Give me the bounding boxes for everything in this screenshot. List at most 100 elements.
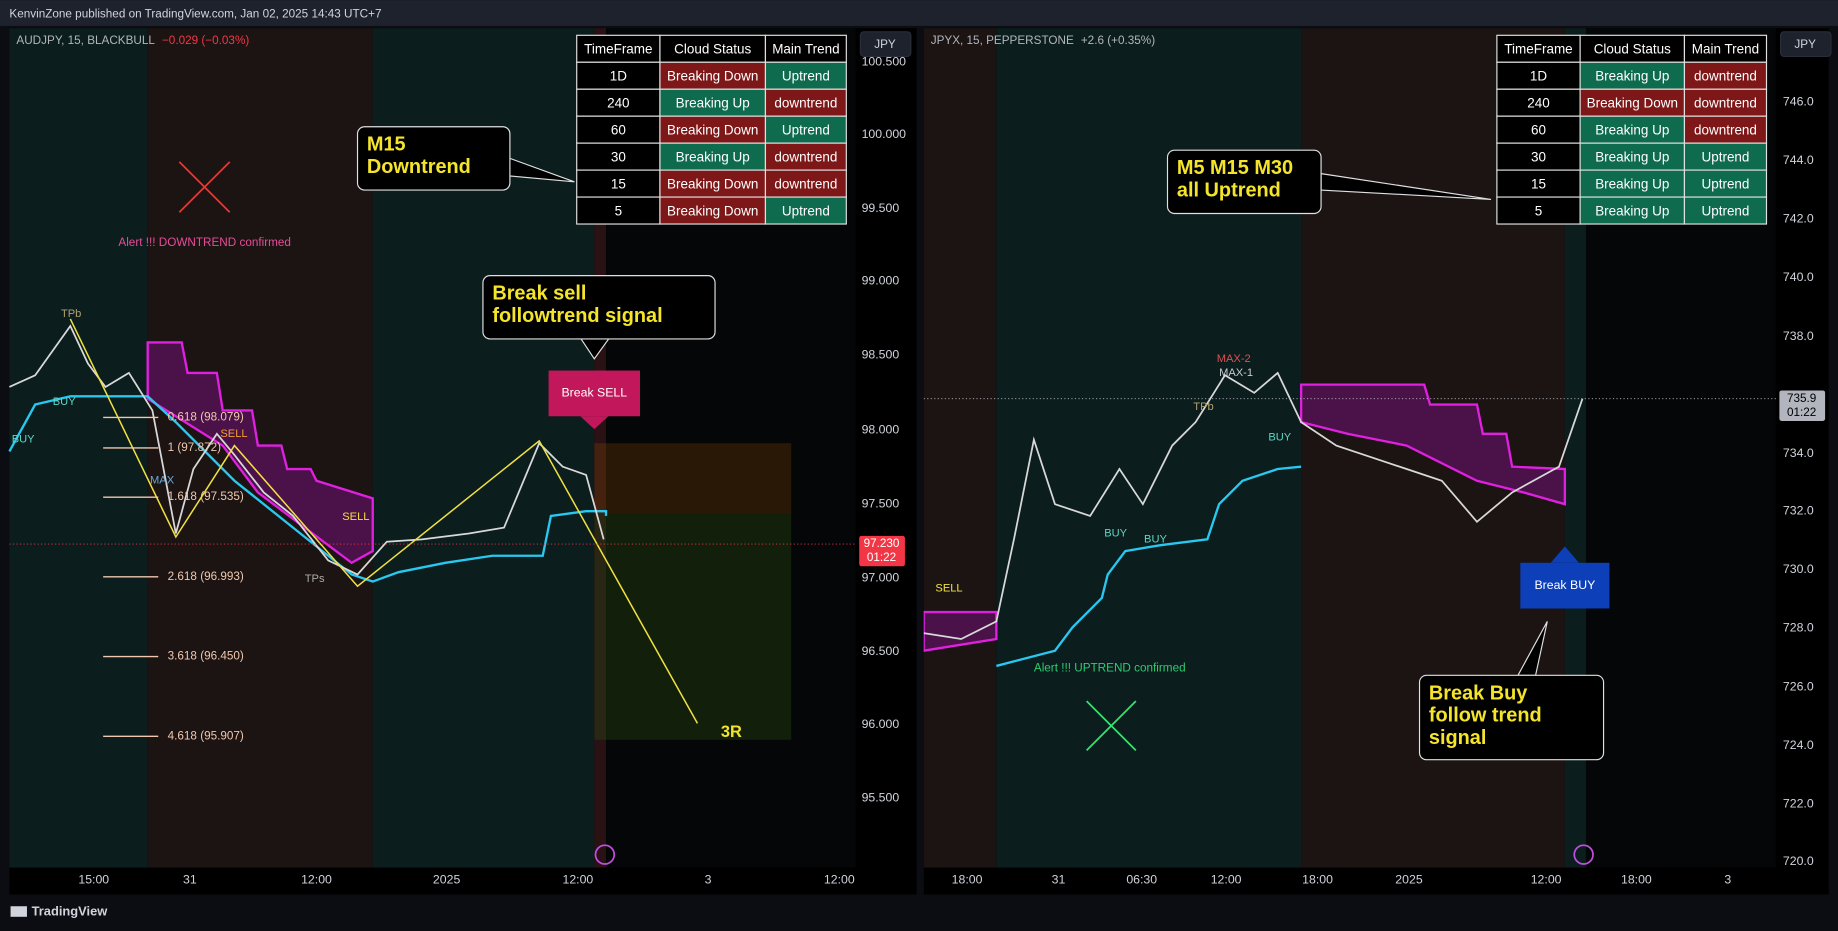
- fib-label: 1.618 (97.535): [168, 490, 244, 503]
- table-text: downtrend: [1694, 68, 1757, 83]
- table-text: Breaking Down: [667, 203, 758, 218]
- time-label: 12:00: [824, 873, 855, 887]
- callout-text: all Uptrend: [1177, 179, 1281, 201]
- table-text: Uptrend: [782, 68, 830, 83]
- fib-label: 1 (97.872): [168, 441, 222, 454]
- table-text: Breaking Down: [667, 176, 758, 191]
- table-text: 1D: [610, 68, 627, 83]
- table-cell: [764, 196, 847, 225]
- price-label: 740.0: [1783, 270, 1814, 284]
- table-cell: [576, 169, 661, 198]
- alert-icon: [594, 844, 616, 865]
- alert: Alert !!! DOWNTREND confirmed: [118, 236, 291, 249]
- currency-button[interactable]: [1779, 31, 1832, 57]
- signal-arrow: [1550, 546, 1579, 563]
- time-label: 31: [183, 873, 197, 887]
- currency-button[interactable]: [859, 31, 912, 57]
- table-cell: [1496, 115, 1581, 144]
- fib-label: 4.618 (95.907): [168, 729, 244, 742]
- price-label: 99.000: [862, 274, 900, 288]
- table-text: 240: [1527, 95, 1549, 110]
- cross: [1086, 700, 1137, 751]
- price-label: 732.0: [1783, 503, 1814, 517]
- session-band: [923, 28, 997, 868]
- table-text: Main Trend: [772, 42, 839, 57]
- price-label: 97.000: [862, 570, 900, 584]
- table-text: 15: [611, 176, 626, 191]
- callout-text: follow trend: [1429, 705, 1542, 727]
- zigzag: [69, 318, 699, 724]
- table-cell: [576, 142, 661, 171]
- alert-icon: [1573, 844, 1594, 865]
- price-label: 97.500: [862, 496, 900, 510]
- price-label: 98.500: [862, 348, 900, 362]
- table-text: 5: [615, 203, 622, 218]
- cross: [178, 161, 231, 213]
- signal-marker: SELL: [342, 511, 369, 523]
- cloud-cyan: [8, 395, 608, 583]
- last-price-box: [859, 535, 905, 567]
- table-text: 30: [611, 149, 626, 164]
- table-cell: [1683, 142, 1768, 171]
- callout-text: M15: [367, 134, 406, 156]
- price-label: 730.0: [1783, 562, 1814, 576]
- table-cell: [1496, 34, 1581, 63]
- change: −0.029 (−0.03%): [162, 34, 249, 47]
- price-label: 100.500: [862, 55, 907, 69]
- price-line: [923, 371, 1584, 640]
- table-cell: [659, 88, 767, 117]
- table-cell: [1683, 61, 1768, 90]
- panel-divider: [916, 28, 924, 895]
- table-text: Main Trend: [1692, 42, 1759, 57]
- price-label: 722.0: [1783, 797, 1814, 811]
- table-text: downtrend: [774, 176, 837, 191]
- signal-marker: MAX-2: [1217, 353, 1251, 365]
- signal-arrow: [580, 416, 609, 430]
- table-text: downtrend: [774, 95, 837, 110]
- table-cell: [1579, 196, 1686, 225]
- cloud-purple: [1299, 383, 1567, 506]
- table-text: Uptrend: [782, 122, 830, 137]
- table-cell: [1683, 196, 1768, 225]
- table-text: Breaking Down: [667, 68, 758, 83]
- signal-marker: MAX: [150, 475, 175, 487]
- time-label: 3: [1724, 873, 1731, 887]
- table-text: Uptrend: [1702, 203, 1750, 218]
- table-cell: [764, 88, 847, 117]
- table-cell: [764, 142, 847, 171]
- time-label: 18:00: [952, 873, 983, 887]
- signal-text: Break SELL: [561, 386, 627, 400]
- time-label: 18:00: [1621, 873, 1652, 887]
- price-label: 98.000: [862, 423, 900, 437]
- signal-marker: BUY: [1104, 527, 1127, 539]
- table-text: downtrend: [774, 149, 837, 164]
- table-text: 30: [1531, 149, 1546, 164]
- callout-text: M5 M15 M30: [1177, 157, 1293, 179]
- last-price: 735.9: [1787, 392, 1816, 405]
- price-label: 728.0: [1783, 621, 1814, 635]
- price-label: 726.0: [1783, 679, 1814, 693]
- table-cell: [1579, 142, 1686, 171]
- signal-marker: BUY: [1268, 431, 1291, 443]
- table-text: Breaking Up: [1595, 149, 1669, 164]
- callout-text: signal: [1429, 727, 1487, 749]
- table-cell: [1579, 115, 1686, 144]
- table-text: Breaking Up: [676, 149, 750, 164]
- time-label: 15:00: [78, 873, 109, 887]
- price-label: 734.0: [1783, 446, 1814, 460]
- fib-label: 2.618 (96.993): [168, 570, 244, 583]
- signal-marker: MAX-1: [1219, 367, 1253, 379]
- table-cell: [1496, 61, 1581, 90]
- brand: TradingView: [32, 904, 109, 919]
- callout-box: [482, 275, 716, 340]
- top-bar: [0, 0, 1838, 26]
- last-price: 97.230: [864, 537, 900, 550]
- price-label: 744.0: [1783, 153, 1814, 167]
- table-text: Breaking Up: [1595, 68, 1669, 83]
- table-cell: [1579, 169, 1686, 198]
- time-label: 2025: [1395, 873, 1423, 887]
- fib-label: 0.618 (98.079): [168, 411, 244, 424]
- price-label: 96.000: [862, 717, 900, 731]
- time-label: 12:00: [1531, 873, 1562, 887]
- target: 3R: [721, 723, 742, 741]
